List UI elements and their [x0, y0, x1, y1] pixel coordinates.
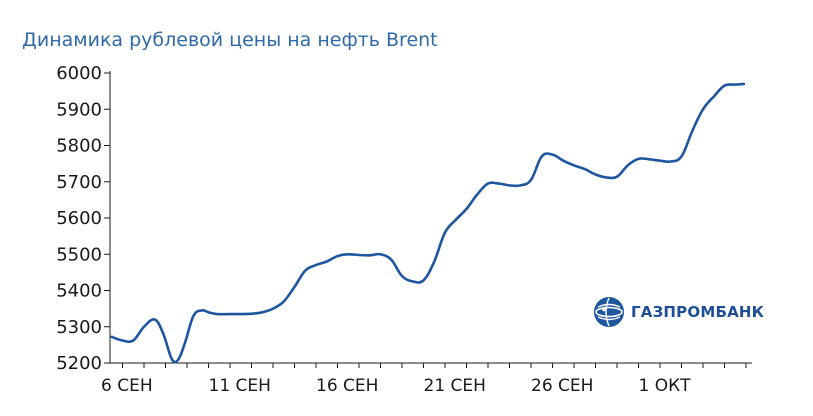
y-tick-label: 5900: [56, 99, 102, 120]
series-layer: [110, 82, 746, 364]
y-axis: 5200 5300 5400 5500 5600 5700 5800 5900 6000: [56, 63, 111, 374]
y-tick-label: 5200: [56, 353, 102, 374]
x-tick-label: 11 СЕН: [209, 376, 271, 396]
y-tick-label: 5500: [56, 244, 102, 265]
series-line: [110, 82, 746, 364]
y-tick-label: 5600: [56, 208, 102, 229]
gazprombank-globe-icon: [594, 297, 624, 327]
x-axis: 6 СЕН 11 СЕН 16 СЕН 21 СЕН 26 СЕН 1 ОКТ: [101, 362, 752, 396]
y-tick-label: 5700: [56, 172, 102, 193]
x-tick-label: 21 СЕН: [424, 376, 486, 396]
y-tick-label: 5400: [56, 281, 102, 302]
y-tick-label: 6000: [56, 63, 102, 84]
logo-text: ГАЗПРОМБАНК: [631, 303, 765, 321]
x-tick-label: 26 СЕН: [531, 376, 593, 396]
y-tick-label: 5300: [56, 317, 102, 338]
chart-title: Динамика рублевой цены на нефть Brent: [22, 29, 438, 51]
x-tick-label: 1 ОКТ: [639, 376, 692, 396]
x-tick-label: 16 СЕН: [316, 376, 378, 396]
bank-logo: ГАЗПРОМБАНК: [593, 296, 764, 328]
y-tick-label: 5800: [56, 136, 102, 157]
x-tick-label: 6 СЕН: [101, 376, 153, 396]
